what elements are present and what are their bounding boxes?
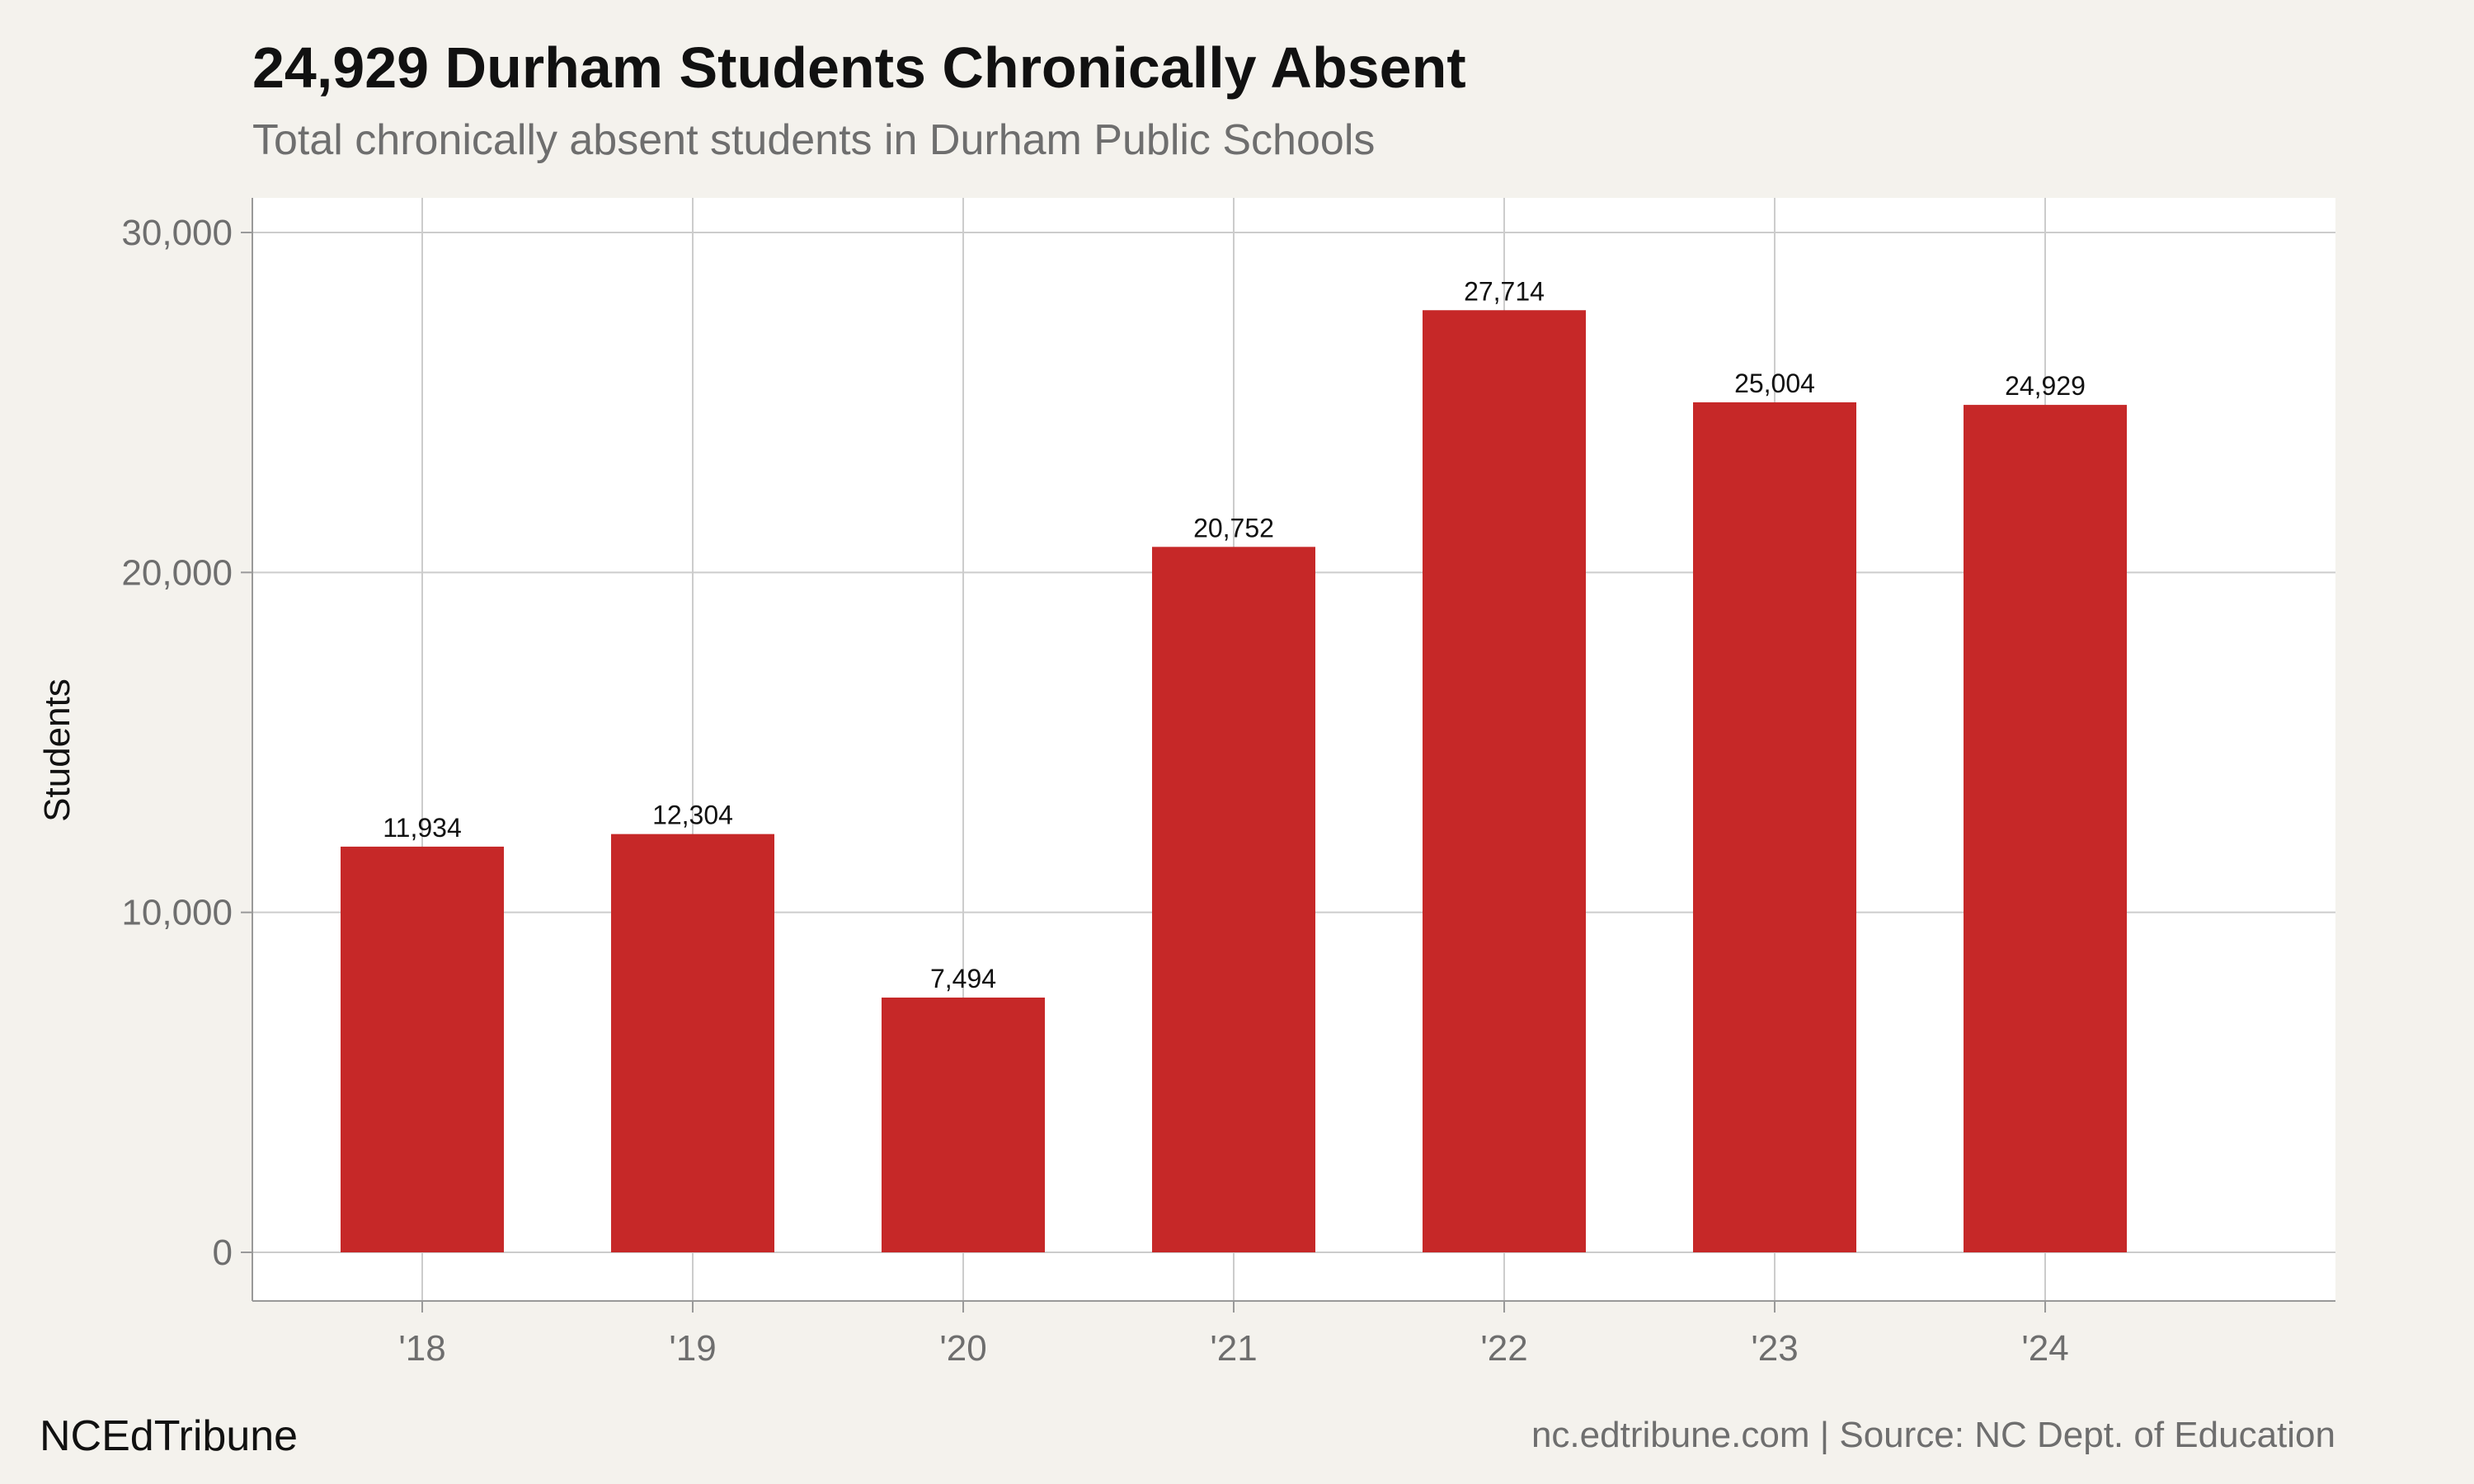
bar — [611, 834, 774, 1252]
bar — [341, 846, 504, 1252]
y-tick-label: 20,000 — [121, 552, 233, 593]
x-tick-label: '19 — [669, 1328, 716, 1369]
bar — [1693, 402, 1856, 1253]
brand-label: NCEdTribune — [40, 1412, 299, 1460]
bar — [882, 997, 1045, 1252]
y-tick-label: 10,000 — [121, 893, 233, 933]
x-tick-label: '23 — [1751, 1328, 1798, 1369]
bar-value-label: 11,934 — [383, 813, 462, 843]
chart-title: 24,929 Durham Students Chronically Absen… — [252, 35, 1466, 100]
y-axis-title: Students — [37, 679, 78, 822]
x-tick-label: '22 — [1480, 1328, 1527, 1369]
bar — [1152, 547, 1315, 1252]
bar — [1964, 405, 2127, 1252]
x-tick-label: '18 — [398, 1328, 445, 1369]
x-tick-label: '24 — [2021, 1328, 2068, 1369]
bar-value-labels: 11,934 12,304 7,494 20,752 27,714 25,004 24,92… — [383, 276, 2086, 993]
source-label: nc.edtribune.com | Source: NC Dept. of E… — [1531, 1415, 2335, 1455]
bar-value-label: 25,004 — [1734, 369, 1815, 398]
bar-value-label: 27,714 — [1464, 276, 1545, 306]
y-tick-label: 0 — [213, 1233, 233, 1273]
bar-chart: 11,934 12,304 7,494 20,752 27,714 25,004 24,92… — [37, 198, 2335, 1369]
x-tick-label: '20 — [939, 1328, 986, 1369]
bar — [1423, 310, 1586, 1252]
y-tick-label: 30,000 — [121, 213, 233, 253]
bars — [341, 310, 2127, 1253]
axes: 0 10,000 20,000 30,000 '18 '19 '20 '21 '22 '23 '24 — [121, 198, 2335, 1369]
bar-value-label: 12,304 — [652, 801, 733, 830]
bar-value-label: 20,752 — [1193, 513, 1274, 542]
x-tick-label: '21 — [1210, 1328, 1257, 1369]
chart-subtitle: Total chronically absent students in Dur… — [252, 116, 1376, 164]
bar-value-label: 24,929 — [2005, 371, 2086, 401]
bar-value-label: 7,494 — [930, 964, 996, 993]
